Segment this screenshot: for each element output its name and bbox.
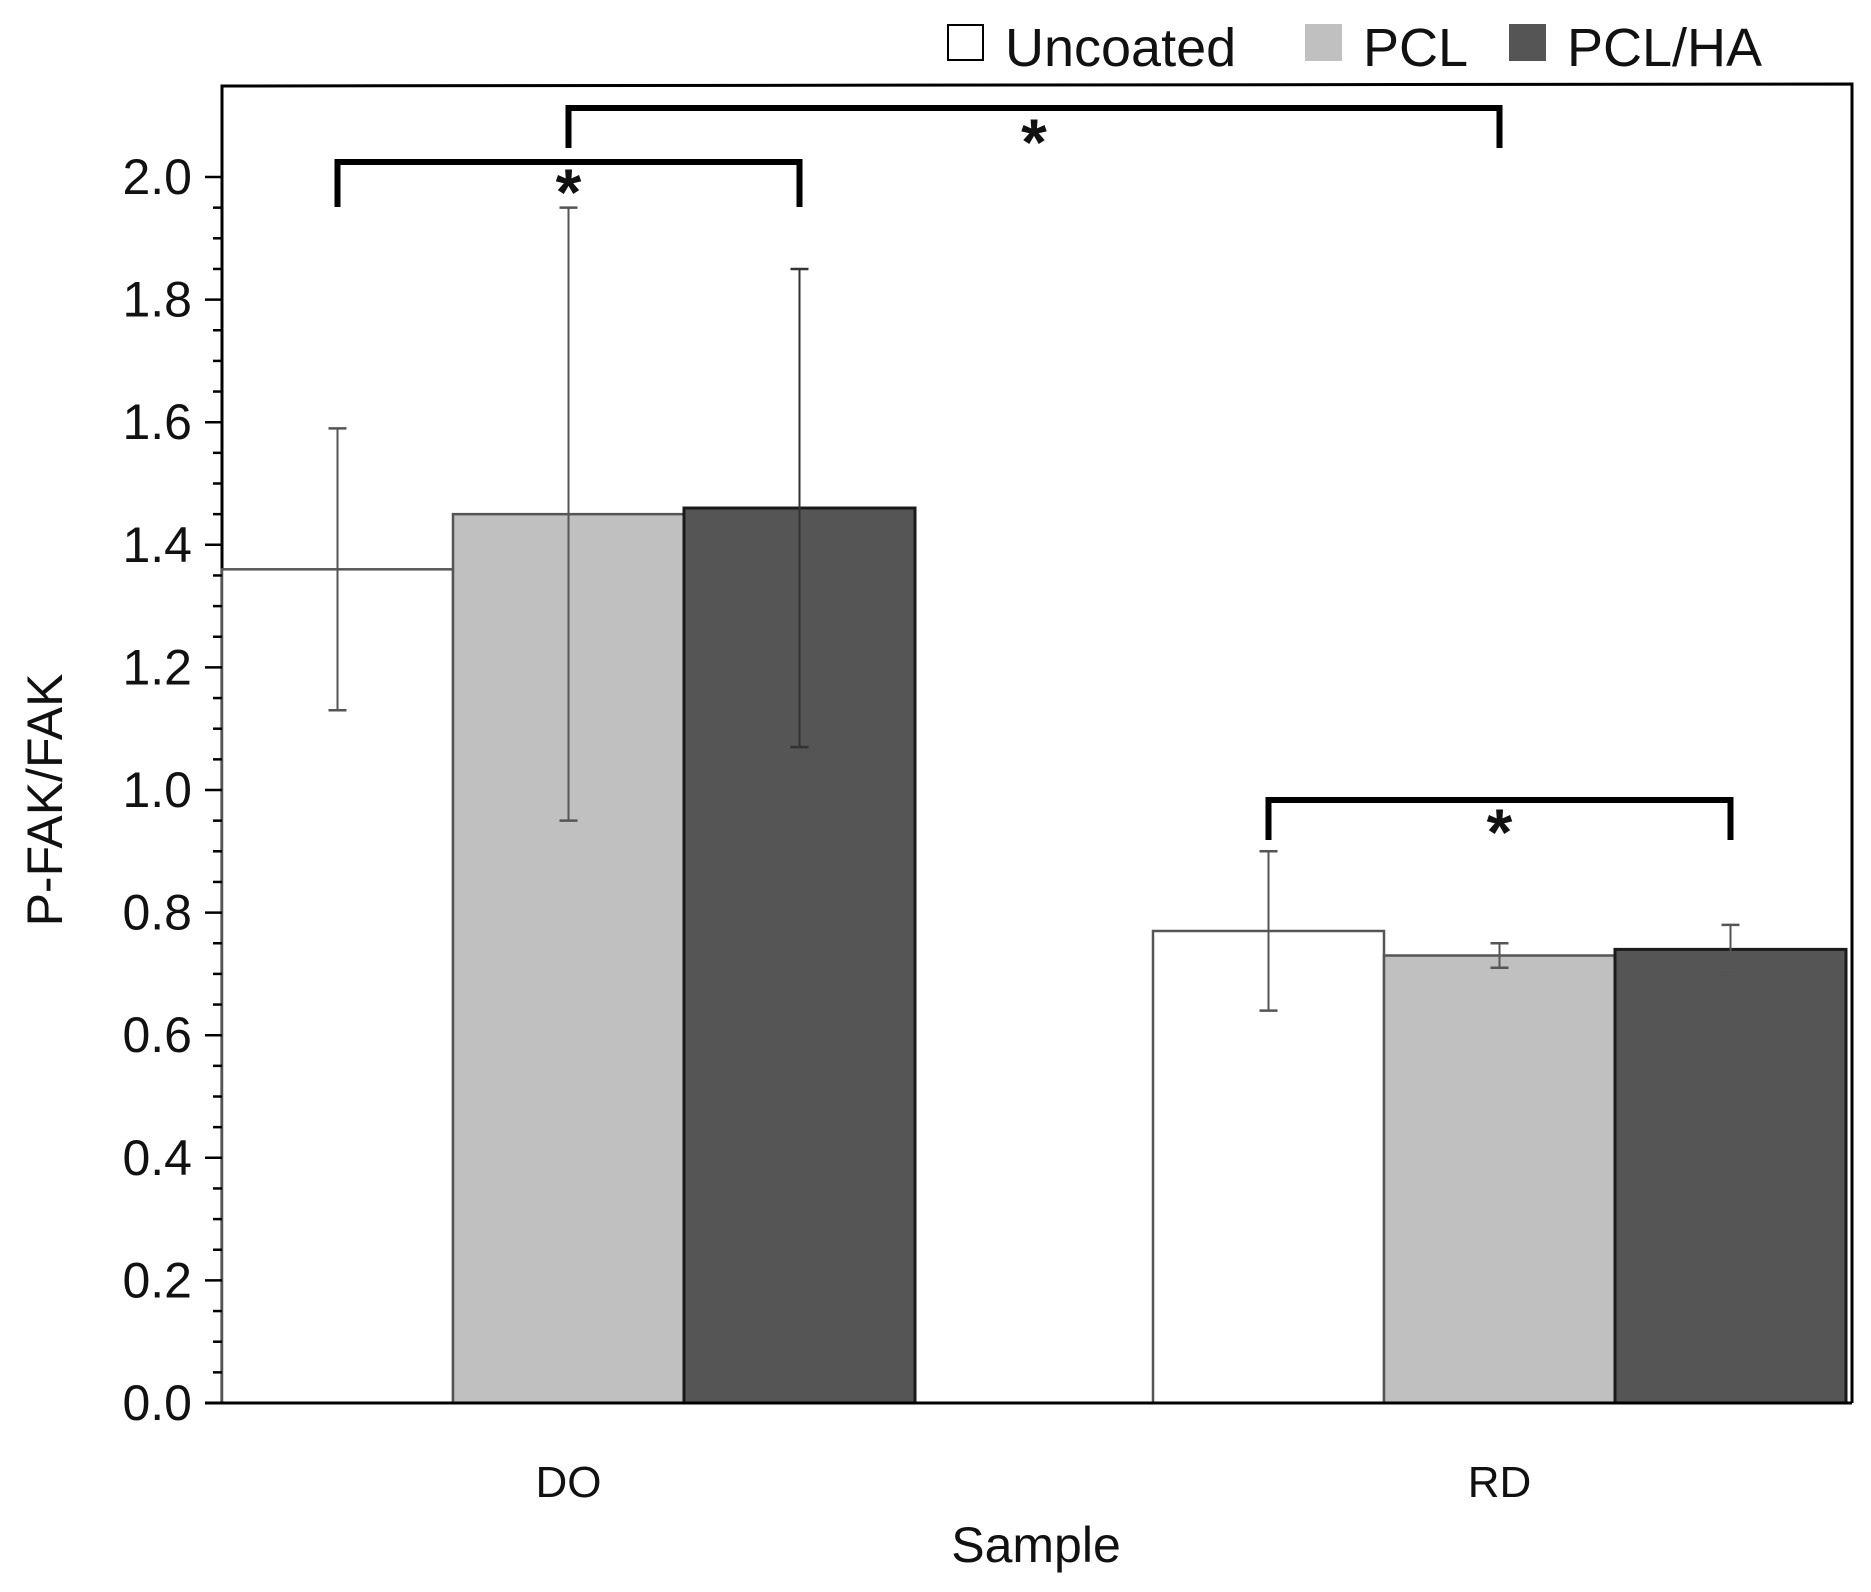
legend: Uncoated PCL PCL/HA	[947, 18, 1762, 78]
error-bars	[328, 206, 1740, 1012]
y-tick-label: 1.0	[122, 762, 192, 818]
x-tick-label-rd: RD	[1468, 1458, 1532, 1507]
bar-pcl-ha-rd	[1613, 947, 1848, 1405]
significance-bracket	[1265, 797, 1734, 840]
y-tick-label: 1.2	[122, 639, 192, 695]
y-tick-label: 0.8	[122, 885, 192, 941]
bar-pcl-rd	[1382, 954, 1617, 1405]
y-tick-label: 2.0	[122, 149, 192, 205]
significance-star: *	[1021, 105, 1047, 179]
x-axis-label: Sample	[951, 1517, 1121, 1573]
y-tick-label: 0.4	[122, 1130, 192, 1186]
legend-swatch-pcl-ha	[1509, 24, 1546, 61]
significance-bracket	[565, 105, 1503, 148]
legend-label-pcl: PCL	[1363, 18, 1468, 78]
legend-label-pcl-ha: PCL/HA	[1567, 18, 1762, 78]
y-tick-label: 0.0	[122, 1375, 192, 1431]
y-axis-label: P-FAK/FAK	[17, 674, 73, 927]
significance-brackets: * * *	[334, 105, 1734, 869]
bars	[220, 506, 1848, 1405]
x-tick-label-do: DO	[536, 1458, 602, 1507]
y-tick-label: 0.2	[122, 1252, 192, 1308]
y-tick-label: 1.8	[122, 272, 192, 328]
legend-swatch-uncoated	[947, 24, 984, 61]
y-tick-label: 0.6	[122, 1007, 192, 1063]
significance-star: *	[1487, 795, 1513, 869]
y-tick-label: 1.6	[122, 394, 192, 450]
y-tick-label: 1.4	[122, 517, 192, 573]
significance-star: *	[556, 155, 582, 229]
legend-swatch-pcl	[1305, 24, 1342, 61]
x-axis: DO RD	[536, 1458, 1532, 1507]
significance-bracket	[334, 159, 803, 207]
legend-label-uncoated: Uncoated	[1005, 18, 1236, 78]
y-axis: 0.0 0.2 0.4 0.6 0.8 1.0 1.2 1.4 1.6 1.8 2.0	[122, 149, 1852, 1431]
